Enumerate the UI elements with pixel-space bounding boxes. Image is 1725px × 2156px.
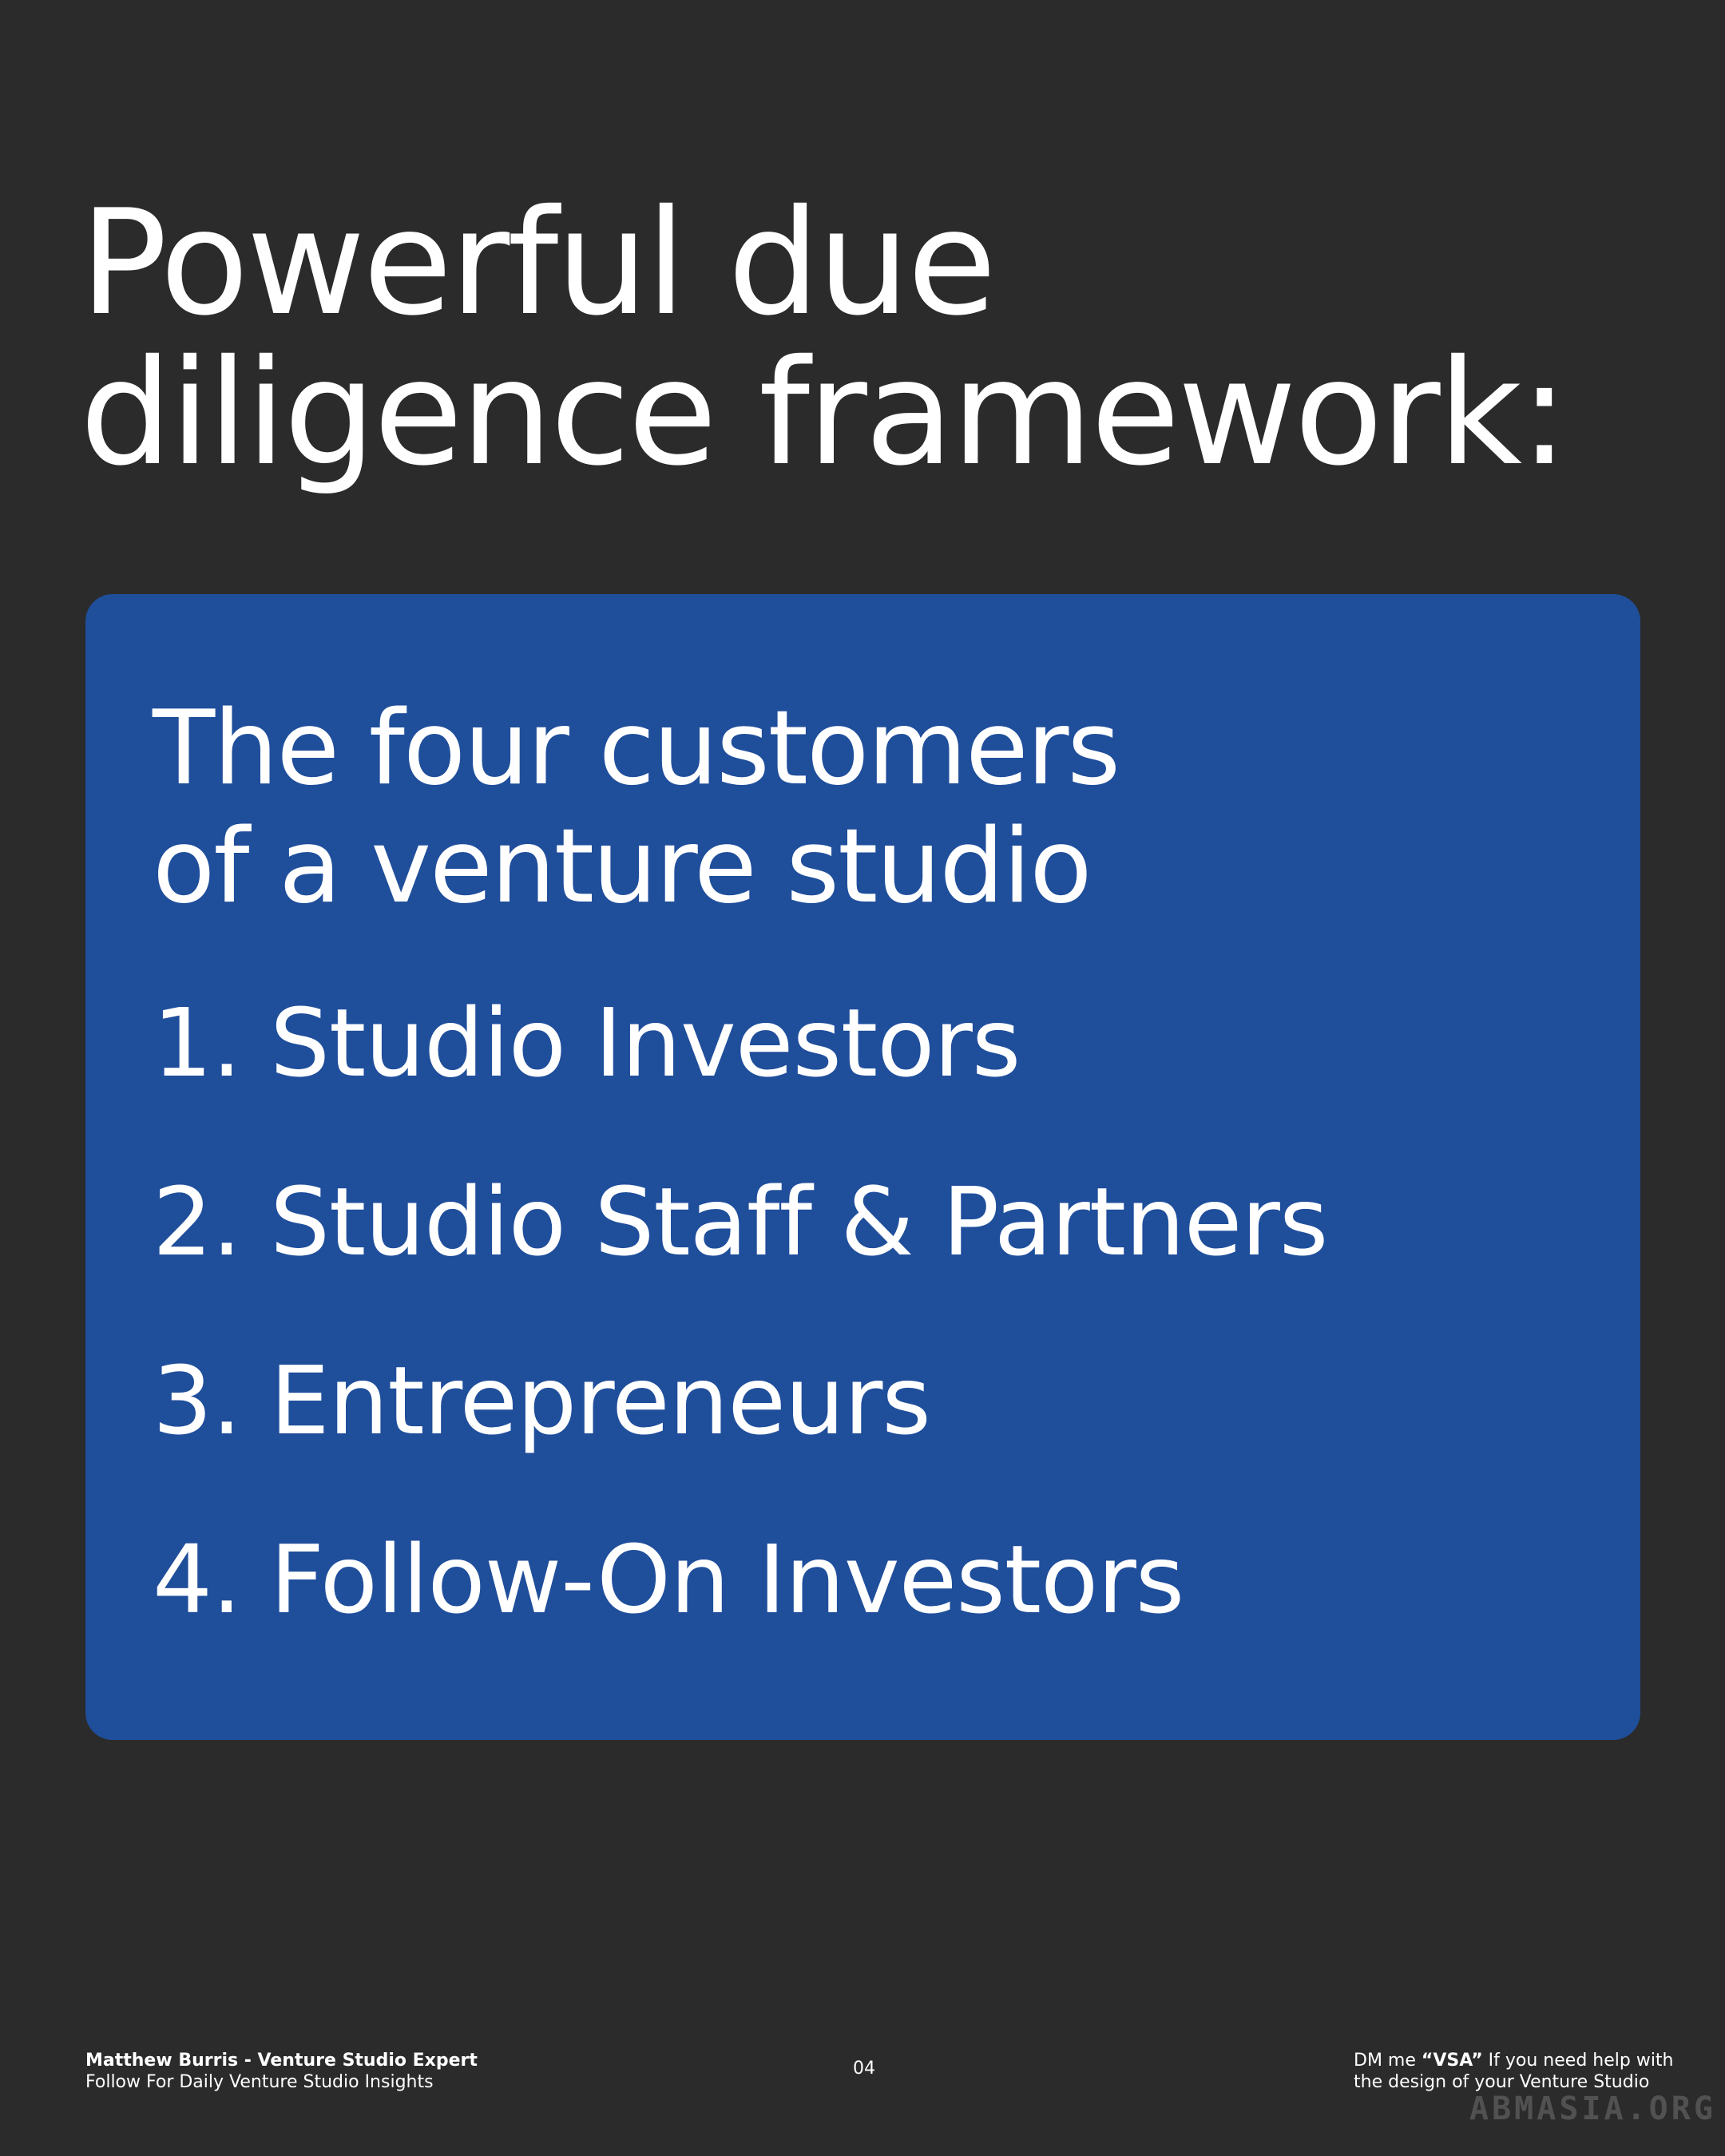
cta-line: the design of your Venture Studio bbox=[1354, 2072, 1650, 2092]
heading-line: of a venture studio bbox=[153, 807, 1092, 926]
list-item: 2. Studio Staff & Partners bbox=[153, 1167, 1328, 1277]
card-heading: The four customers of a venture studio bbox=[153, 689, 1120, 926]
card: The four customers of a venture studio 1… bbox=[85, 594, 1640, 1740]
author-name: Matthew Burris - Venture Studio Expert bbox=[85, 2051, 478, 2071]
page-number: 04 bbox=[853, 2059, 875, 2079]
footer-cta: DM me “VSA” If you need help with the de… bbox=[1354, 2050, 1674, 2093]
cta-rest: If you need help with bbox=[1482, 2051, 1674, 2071]
customer-list: 1. Studio Investors 2. Studio Staff & Pa… bbox=[153, 988, 1328, 1709]
cta-line: DM me “VSA” If you need help with bbox=[1354, 2050, 1674, 2071]
watermark: ABMASIA.ORG bbox=[1469, 2091, 1716, 2127]
title: Powerful due diligence framework: bbox=[80, 178, 1568, 497]
list-item: 4. Follow-On Investors bbox=[153, 1524, 1184, 1635]
list-item: 3. Entrepreneurs bbox=[153, 1346, 931, 1456]
footer-author: Matthew Burris - Venture Studio Expert F… bbox=[85, 2050, 478, 2093]
author-tagline: Follow For Daily Venture Studio Insights bbox=[85, 2072, 434, 2092]
list-item: 1. Studio Investors bbox=[153, 988, 1021, 1098]
cta-prefix: DM me bbox=[1354, 2051, 1422, 2071]
heading-line: The four customers bbox=[153, 689, 1120, 808]
title-line: diligence framework: bbox=[80, 328, 1568, 497]
title-line: Powerful due bbox=[80, 178, 997, 347]
cta-keyword: “VSA” bbox=[1421, 2051, 1483, 2071]
